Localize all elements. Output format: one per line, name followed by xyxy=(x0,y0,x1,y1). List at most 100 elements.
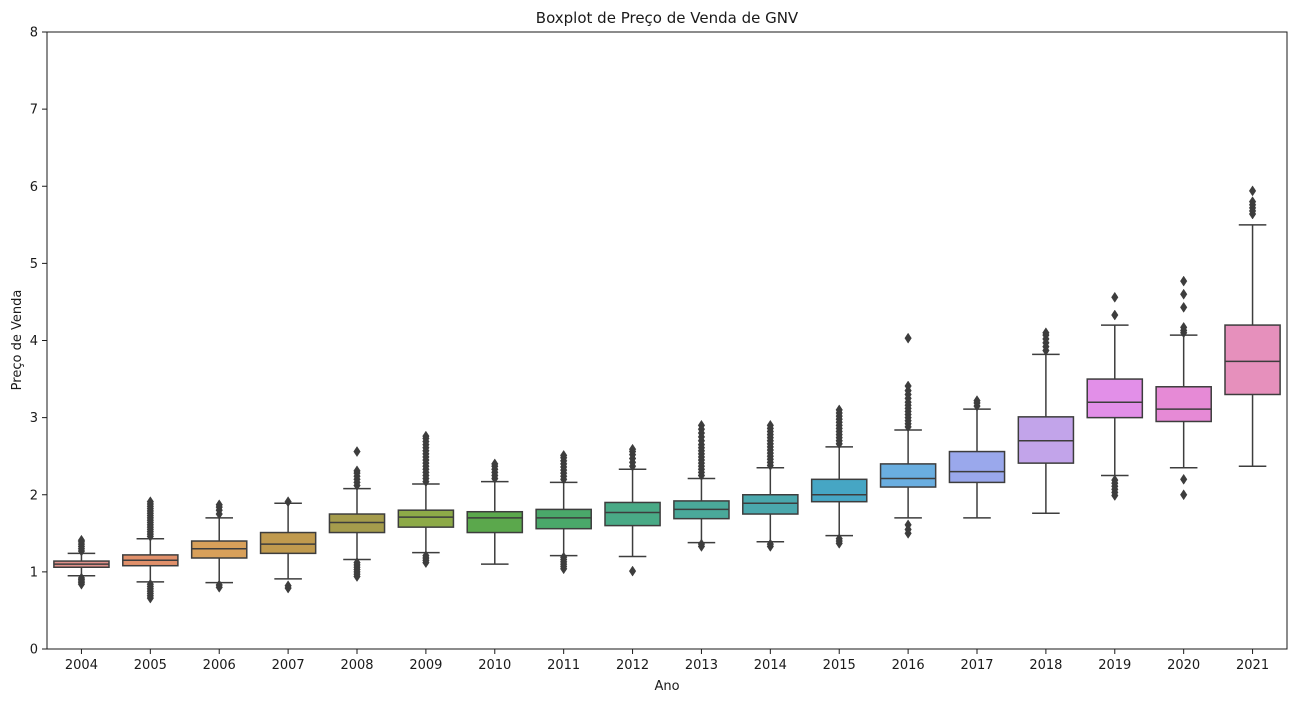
box-iqr xyxy=(810,478,868,503)
box-group-2009 xyxy=(397,430,455,569)
x-tick-label: 2014 xyxy=(754,658,787,673)
x-tick-label: 2007 xyxy=(272,658,305,673)
plot-area xyxy=(53,185,1281,604)
outlier-point xyxy=(1180,489,1188,501)
box-group-2013 xyxy=(673,419,730,552)
outlier-point xyxy=(1180,301,1188,313)
y-tick-label: 6 xyxy=(30,180,38,195)
y-axis-label: Preço de Venda xyxy=(10,290,25,391)
box-group-2020 xyxy=(1155,275,1212,501)
outlier-point xyxy=(1111,474,1119,486)
outlier-point xyxy=(697,419,706,431)
x-tick-label: 2021 xyxy=(1236,658,1269,673)
box-group-2008 xyxy=(328,446,386,582)
outlier-point xyxy=(1180,275,1188,287)
y-tick-label: 7 xyxy=(30,103,38,118)
box-iqr xyxy=(1224,324,1281,396)
outlier-point xyxy=(422,430,430,442)
box-iqr xyxy=(190,540,248,559)
outlier-point xyxy=(353,557,361,569)
box-group-2006 xyxy=(190,499,248,593)
box-iqr xyxy=(1017,416,1075,464)
outlier-point xyxy=(904,519,912,531)
outlier-point xyxy=(422,550,430,562)
box-iqr xyxy=(604,501,661,527)
x-tick-label: 2005 xyxy=(134,658,167,673)
outlier-point xyxy=(284,580,292,592)
x-tick-label: 2013 xyxy=(685,658,718,673)
box-group-2021 xyxy=(1224,185,1281,467)
box-group-2010 xyxy=(466,458,524,565)
outlier-point xyxy=(1180,473,1188,485)
x-tick-label: 2011 xyxy=(547,658,580,673)
box-iqr xyxy=(397,509,455,528)
y-tick-label: 8 xyxy=(30,26,38,41)
box-group-2015 xyxy=(810,404,868,549)
box-group-2016 xyxy=(879,332,937,539)
outlier-point xyxy=(904,380,912,392)
outlier-point xyxy=(1180,288,1188,300)
outlier-point xyxy=(835,533,843,545)
box-group-2007 xyxy=(259,496,317,594)
outlier-point xyxy=(973,395,981,407)
outlier-point xyxy=(77,572,86,584)
box-iqr xyxy=(328,513,386,534)
box-iqr xyxy=(742,494,799,515)
x-axis: 2004 2005 2006 2007 2008 2009 2010 2011 2012 2013… xyxy=(65,649,1269,673)
outlier-point xyxy=(284,496,292,508)
outlier-point xyxy=(1111,309,1119,321)
x-tick-label: 2016 xyxy=(892,658,925,673)
outlier-point xyxy=(77,534,86,546)
x-tick-label: 2004 xyxy=(65,658,98,673)
box-group-2014 xyxy=(742,419,799,552)
box-group-2017 xyxy=(948,395,1006,519)
outlier-point xyxy=(491,458,499,470)
box-group-2019 xyxy=(1086,291,1144,501)
outlier-point xyxy=(1042,327,1050,339)
outlier-point xyxy=(835,404,843,416)
outlier-point xyxy=(215,579,223,591)
outlier-point xyxy=(215,499,223,511)
outlier-point xyxy=(628,443,637,455)
x-tick-label: 2017 xyxy=(960,658,993,673)
outlier-point xyxy=(560,551,568,563)
box-group-2004 xyxy=(53,534,110,590)
outlier-point xyxy=(353,465,361,477)
x-tick-label: 2019 xyxy=(1098,658,1131,673)
outlier-point xyxy=(146,578,154,590)
box-iqr xyxy=(1086,378,1144,419)
box-iqr xyxy=(1155,386,1212,423)
outlier-point xyxy=(353,446,361,458)
y-tick-label: 4 xyxy=(30,334,38,349)
outlier-point xyxy=(697,538,706,550)
y-tick-label: 2 xyxy=(30,488,38,503)
y-tick-label: 3 xyxy=(30,411,38,426)
outlier-point xyxy=(628,565,637,577)
outlier-point xyxy=(560,449,568,461)
box-iqr xyxy=(466,510,524,534)
outlier-point xyxy=(1111,291,1119,303)
x-tick-label: 2020 xyxy=(1167,658,1200,673)
outlier-point xyxy=(766,538,774,550)
box-group-2005 xyxy=(122,496,179,604)
x-tick-label: 2006 xyxy=(203,658,236,673)
x-tick-label: 2010 xyxy=(478,658,511,673)
box-iqr xyxy=(948,450,1006,484)
y-tick-label: 0 xyxy=(30,643,38,658)
y-axis: 0 1 2 3 4 5 6 7 8 xyxy=(30,26,47,658)
y-tick-label: 1 xyxy=(30,565,38,580)
outlier-point xyxy=(146,496,154,508)
outlier-point xyxy=(904,332,912,344)
outlier-point xyxy=(1180,321,1188,333)
box-iqr xyxy=(535,508,592,530)
box-group-2012 xyxy=(604,443,661,577)
outlier-point xyxy=(766,419,774,431)
box-group-2018 xyxy=(1017,327,1075,515)
box-iqr xyxy=(879,463,937,488)
x-tick-label: 2018 xyxy=(1029,658,1062,673)
x-tick-label: 2015 xyxy=(823,658,856,673)
x-tick-label: 2008 xyxy=(340,658,373,673)
outlier-point xyxy=(1248,196,1257,208)
x-tick-label: 2012 xyxy=(616,658,649,673)
